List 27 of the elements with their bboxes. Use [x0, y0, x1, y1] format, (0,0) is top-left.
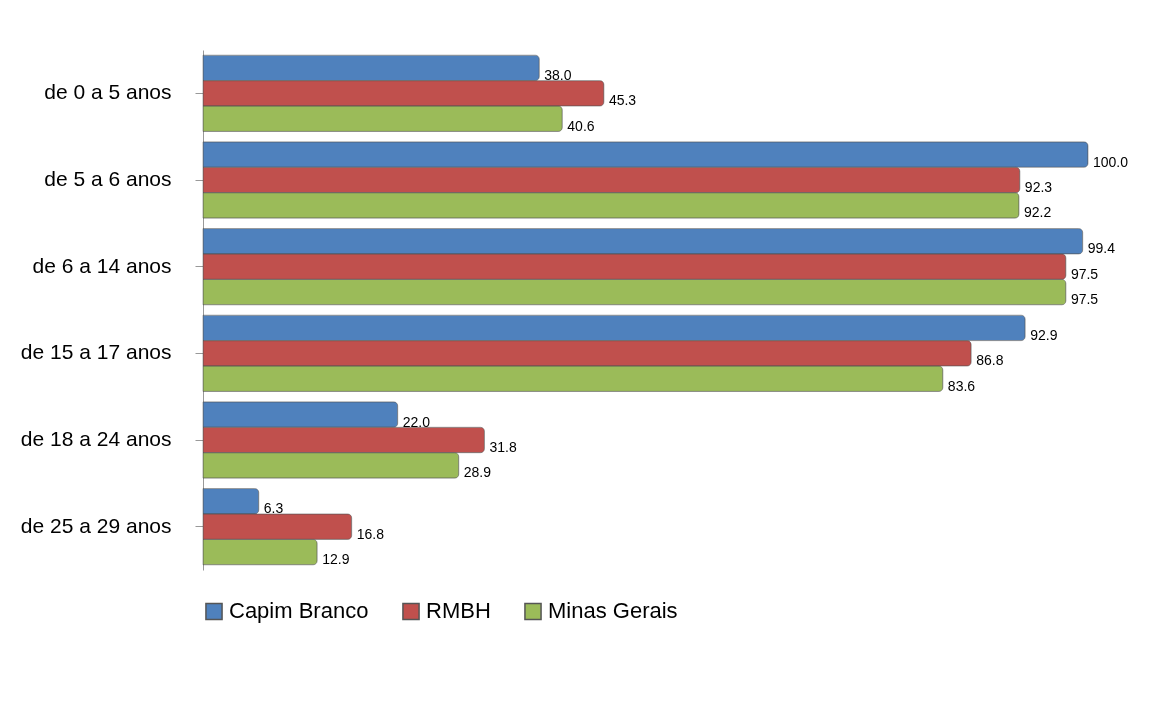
y-tick-label: de 15 a 17 anos [20, 340, 172, 364]
data-label: 16.8 [356, 525, 385, 542]
data-label: 100.0 [1093, 153, 1129, 170]
legend-label: RMBH [426, 598, 491, 624]
data-label: 99.4 [1087, 240, 1116, 257]
y-tick-label: de 25 a 29 anos [20, 513, 172, 537]
legend-label: Capim Branco [229, 598, 369, 624]
data-label: 97.5 [1070, 291, 1099, 308]
data-label: 92.2 [1023, 204, 1052, 221]
data-label: 6.3 [263, 500, 284, 517]
data-label: 12.9 [322, 551, 350, 568]
data-label: 92.3 [1024, 179, 1053, 195]
y-tick-label: de 0 a 5 anos [44, 80, 172, 104]
data-label: 40.6 [567, 117, 595, 134]
data-label: 86.8 [976, 352, 1004, 369]
data-label: 22.0 [402, 413, 431, 430]
y-tick-label: de 5 a 6 anos [44, 167, 172, 190]
data-label: 45.3 [608, 92, 637, 109]
y-tick-label: de 6 a 14 anos [32, 253, 172, 277]
data-label: 31.8 [489, 439, 517, 455]
data-label: 97.5 [1070, 265, 1099, 282]
legend-label: Minas Gerais [548, 598, 678, 624]
data-label: 28.9 [463, 464, 492, 481]
data-label: 92.9 [1030, 326, 1058, 343]
y-tick-label: de 18 a 24 anos [20, 427, 172, 450]
data-label: 38.0 [544, 66, 572, 83]
data-label: 83.6 [947, 377, 976, 394]
